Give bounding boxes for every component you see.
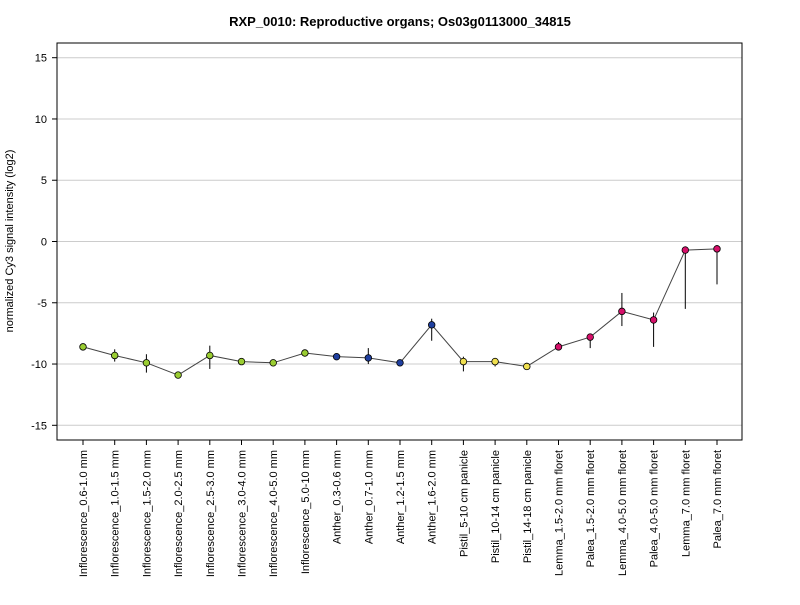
x-tick-label: Palea_1.5-2.0 mm floret xyxy=(585,450,597,567)
data-point xyxy=(364,354,372,362)
data-point xyxy=(269,359,277,367)
x-tick-label: Pistil_5-10 cm panicle xyxy=(458,450,470,557)
x-tick-label: Anther_0.7-1.0 mm xyxy=(363,450,375,544)
data-point xyxy=(618,307,626,316)
x-tick-label: Lemma_1.5-2.0 mm floret xyxy=(554,450,566,576)
data-point xyxy=(237,357,246,366)
y-tick-label: 15 xyxy=(35,53,47,65)
x-tick-label: Inflorescence_1.0-1.5 mm xyxy=(110,450,122,577)
data-points xyxy=(79,245,721,379)
x-tick-label: Inflorescence_0.6-1.0 mm xyxy=(78,450,90,577)
x-axis: Inflorescence_0.6-1.0 mm Inflorescence_1.… xyxy=(78,440,724,577)
data-point xyxy=(459,357,468,366)
data-point xyxy=(142,359,151,367)
data-point xyxy=(110,351,119,360)
y-tick-label: 5 xyxy=(41,175,47,187)
data-point xyxy=(396,359,404,367)
x-tick-label: Inflorescence_5.0-10 mm xyxy=(300,450,312,574)
y-tick-label: 10 xyxy=(35,114,47,126)
x-tick-label: Inflorescence_2.0-2.5 mm xyxy=(173,450,185,577)
x-tick-label: Anther_1.6-2.0 mm xyxy=(427,450,439,544)
data-point xyxy=(649,316,658,324)
data-point xyxy=(174,371,182,379)
data-point xyxy=(713,245,721,253)
x-tick-label: Pistil_10-14 cm panicle xyxy=(490,450,502,563)
x-tick-label: Lemma_4.0-5.0 mm floret xyxy=(617,450,629,576)
data-point xyxy=(332,352,341,361)
y-axis: -15 -10 -5 0 5 10 15 xyxy=(31,53,57,432)
x-tick-label: Lemma_7.0 mm floret xyxy=(680,450,692,557)
x-tick-label: Anther_0.3-0.6 mm xyxy=(332,450,344,544)
x-tick-label: Inflorescence_1.5-2.0 mm xyxy=(141,450,153,577)
x-tick-label: Palea_4.0-5.0 mm floret xyxy=(649,450,661,567)
plot-frame xyxy=(56,42,743,441)
y-axis-label: normalized Cy3 signal intensity (log2) xyxy=(4,150,16,333)
y-tick-label: -15 xyxy=(31,420,47,432)
data-point xyxy=(206,351,214,360)
data-point xyxy=(586,333,594,341)
y-tick-label: -10 xyxy=(31,359,47,371)
data-point xyxy=(554,343,563,351)
data-point xyxy=(491,357,499,366)
x-tick-label: Palea_7.0 mm floret xyxy=(712,450,724,548)
y-tick-label: -5 xyxy=(37,298,47,310)
data-point xyxy=(681,246,689,254)
x-tick-label: Inflorescence_4.0-5.0 mm xyxy=(268,450,280,577)
chart-title: RXP_0010: Reproductive organs; Os03g0113… xyxy=(229,14,571,29)
data-point xyxy=(79,343,87,351)
data-point xyxy=(301,349,309,357)
grid-layer xyxy=(57,57,742,426)
data-point xyxy=(428,321,436,329)
x-tick-label: Inflorescence_2.5-3.0 mm xyxy=(205,450,217,577)
x-tick-label: Anther_1.2-1.5 mm xyxy=(395,450,407,544)
x-tick-label: Pistil_14-18 cm panicle xyxy=(522,450,534,563)
x-tick-label: Inflorescence_3.0-4.0 mm xyxy=(237,450,249,577)
data-point xyxy=(523,362,531,371)
y-tick-label: 0 xyxy=(41,237,47,249)
